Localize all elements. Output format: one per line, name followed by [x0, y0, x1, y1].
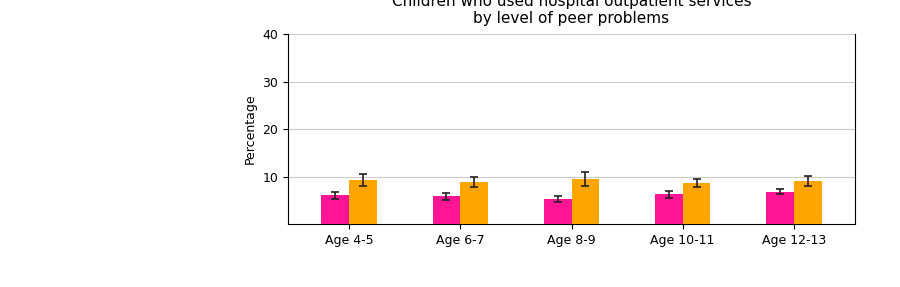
- Bar: [321, 195, 349, 224]
- Bar: [460, 182, 488, 224]
- Y-axis label: Percentage: Percentage: [244, 94, 256, 164]
- Bar: [683, 183, 710, 224]
- Bar: [349, 180, 377, 224]
- Bar: [572, 179, 599, 224]
- Bar: [655, 195, 683, 224]
- Bar: [433, 196, 460, 224]
- Title: Children who used hospital outpatient services
by level of peer problems: Children who used hospital outpatient se…: [392, 0, 752, 26]
- Bar: [766, 192, 794, 224]
- Bar: [544, 199, 572, 224]
- Bar: [794, 181, 822, 224]
